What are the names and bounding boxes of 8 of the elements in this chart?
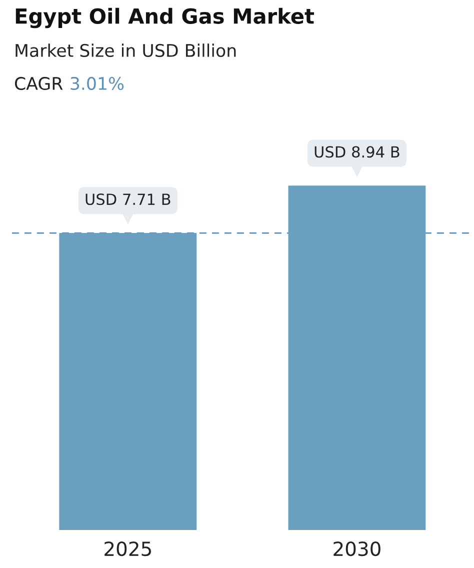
chart-subtitle: Market Size in USD Billion xyxy=(16,44,236,58)
x-tick-label: 2025 xyxy=(104,541,151,556)
data-label: USD 7.71 B xyxy=(86,194,170,206)
chart-title: Egypt Oil And Gas Market xyxy=(16,8,314,28)
text: 3.01% xyxy=(70,76,124,90)
text: CAGR xyxy=(14,76,63,90)
data-label: USD 8.94 B xyxy=(314,146,400,158)
x-tick-label: 2030 xyxy=(334,541,380,556)
